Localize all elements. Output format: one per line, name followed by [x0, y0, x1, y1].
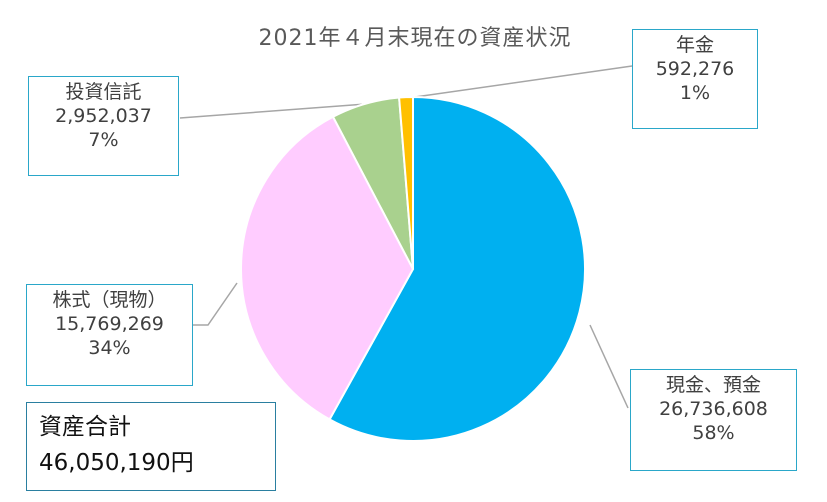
leader-line-cash-deposits: [589, 324, 629, 409]
slice-label-cash-deposits-name: 現金、預金: [665, 374, 761, 396]
total-assets-label: 資産合計: [39, 414, 131, 440]
slice-label-investment-trust-percent: 7%: [88, 129, 119, 151]
slice-label-cash-deposits-percent: 58%: [692, 422, 735, 444]
chart-title: 2021年４月末現在の資産状況: [258, 26, 572, 51]
leader-line-pension: [407, 65, 633, 99]
pie-slice-pension: [398, 95, 414, 270]
slice-label-cash-deposits: 現金、預金 26,736,608 58%: [630, 369, 797, 471]
slice-label-stocks-percent: 34%: [88, 337, 131, 359]
slice-label-stocks-value: 15,769,269: [55, 313, 164, 335]
slice-label-investment-trust: 投資信託 2,952,037 7%: [28, 76, 179, 176]
total-assets-value: 46,050,190円: [39, 450, 194, 476]
slice-label-pension: 年金 592,276 1%: [632, 29, 758, 129]
slice-label-pension-name: 年金: [675, 34, 714, 56]
slice-label-investment-trust-value: 2,952,037: [55, 105, 152, 127]
slice-label-stocks: 株式（現物） 15,769,269 34%: [26, 284, 193, 386]
slice-label-cash-deposits-value: 26,736,608: [659, 398, 768, 420]
leader-line-investment-trust: [179, 103, 367, 119]
leader-line-stocks: [193, 282, 238, 326]
pie-slice-cash-deposits: [328, 95, 586, 442]
slice-label-pension-percent: 1%: [679, 82, 711, 104]
total-assets-box: 資産合計 46,050,190円: [26, 402, 276, 491]
slice-label-investment-trust-name: 投資信託: [65, 81, 142, 103]
pie-slice-stocks: [240, 115, 415, 421]
slice-label-pension-value: 592,276: [655, 58, 735, 80]
slice-label-stocks-name: 株式（現物）: [52, 289, 167, 311]
